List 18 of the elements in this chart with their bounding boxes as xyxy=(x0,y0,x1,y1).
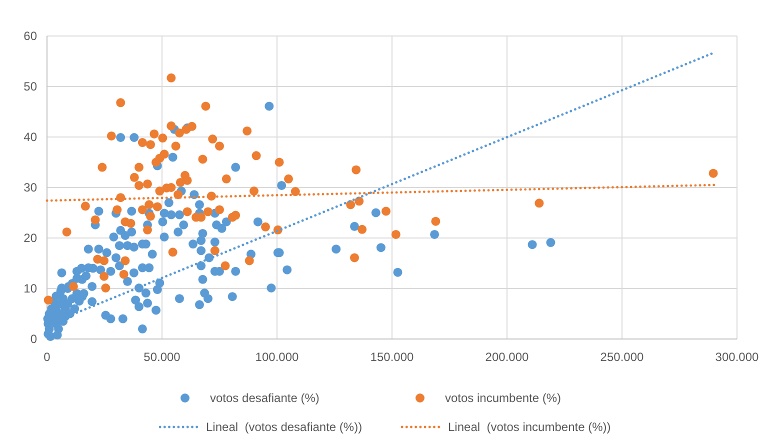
x-tick-label: 250.000 xyxy=(600,350,644,364)
y-tick-label: 0 xyxy=(30,332,38,346)
x-tick-label: 200.000 xyxy=(485,350,530,364)
legend-label: Lineal (votos incumbente (%)) xyxy=(448,420,611,434)
legend-label: votos incumbente (%) xyxy=(445,391,562,406)
x-tick-label: 100.000 xyxy=(255,350,300,364)
y-tick-label: 10 xyxy=(24,282,38,296)
x-tick-label: 50.000 xyxy=(144,350,181,364)
y-tick-label: 30 xyxy=(24,180,38,195)
y-tick-label: 20 xyxy=(24,231,38,246)
legend-label: votos desafiante (%) xyxy=(210,391,320,406)
y-tick-label: 40 xyxy=(24,130,38,144)
x-tick-label: 150.000 xyxy=(370,350,414,364)
y-tick-label: 60 xyxy=(24,29,38,44)
legend-label: Lineal (votos desafiante (%)) xyxy=(206,420,362,434)
x-tick-label: 300.000 xyxy=(715,350,760,364)
x-tick-label: 0 xyxy=(44,350,51,364)
y-tick-label: 50 xyxy=(24,80,38,94)
